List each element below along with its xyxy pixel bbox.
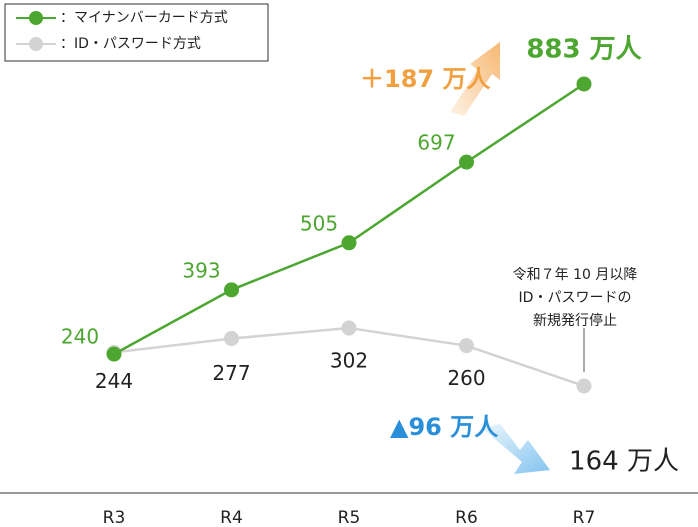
point [576, 378, 592, 394]
point [341, 235, 357, 251]
value-label: 240 [61, 325, 99, 349]
legend-marker [29, 37, 43, 51]
value-label: 883 万人 [526, 35, 641, 65]
point [341, 320, 357, 336]
point [106, 346, 122, 362]
point [224, 282, 239, 298]
value-label: 393 [182, 258, 220, 282]
note: 令和７年 10 月以降 [513, 267, 638, 283]
note: ID・パスワードの [519, 290, 632, 306]
value-label: 164 万人 [569, 447, 679, 477]
legend-box [4, 3, 269, 62]
increase-arrow [450, 42, 500, 116]
x-tick-label: R4 [220, 508, 243, 527]
increase-annotation: ＋187 万人 [360, 65, 490, 93]
legend-label: ：ID・パスワード方式 [60, 36, 201, 52]
point [459, 154, 474, 170]
legend-marker [29, 11, 43, 25]
value-label: 697 [417, 131, 455, 155]
note: 新規発行停止 [533, 312, 617, 329]
x-tick-label: R6 [455, 508, 478, 527]
legend-label: ：マイナンバーカード方式 [60, 10, 228, 26]
series-line [113, 82, 585, 356]
x-tick-label: R5 [338, 508, 361, 527]
value-label: 277 [212, 361, 250, 385]
decrease-arrow [482, 424, 550, 474]
x-tick-label: R7 [573, 508, 596, 527]
value-label: 260 [447, 366, 485, 390]
x-tick-label: R3 [103, 508, 126, 527]
value-label: 244 [95, 369, 133, 393]
point [224, 331, 239, 347]
decrease-annotation: ▲96 万人 [390, 413, 498, 441]
value-label: 505 [300, 211, 338, 235]
point [576, 76, 592, 92]
value-label: 302 [330, 349, 368, 373]
point [459, 338, 474, 354]
